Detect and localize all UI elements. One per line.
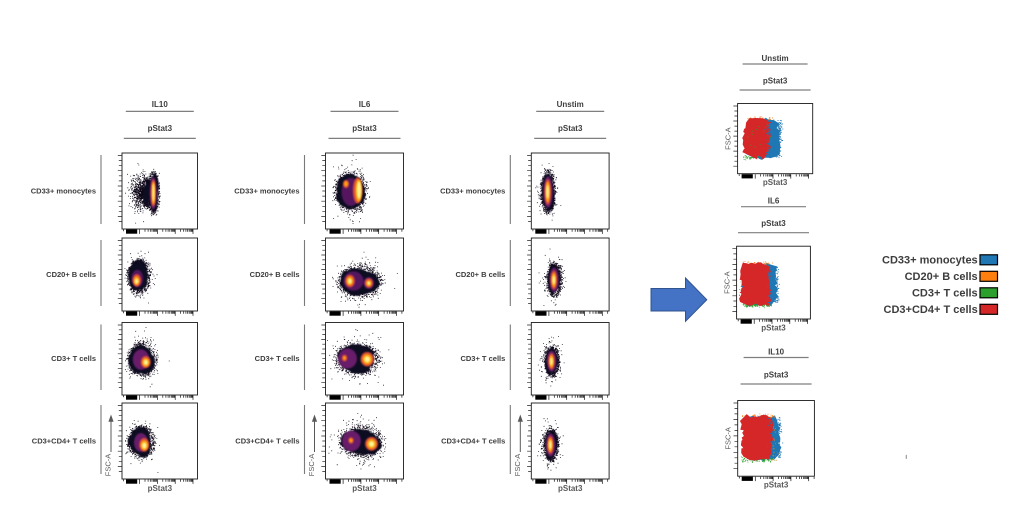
svg-text:pStat3: pStat3 xyxy=(352,124,377,133)
svg-text:pStat3: pStat3 xyxy=(352,484,377,493)
svg-text:CD3+CD4+ T cells: CD3+CD4+ T cells xyxy=(441,437,505,446)
svg-text:CD3+CD4+ T cells: CD3+CD4+ T cells xyxy=(235,437,299,446)
svg-text:CD3+CD4+ T cells: CD3+CD4+ T cells xyxy=(884,304,978,316)
svg-text:IL10: IL10 xyxy=(152,100,169,109)
svg-text:FSC-A: FSC-A xyxy=(724,127,733,150)
svg-text:Unstim: Unstim xyxy=(762,54,789,63)
svg-text:CD20+ B cells: CD20+ B cells xyxy=(455,270,505,279)
svg-text:CD20+ B cells: CD20+ B cells xyxy=(905,271,978,283)
svg-text:CD33+ monocytes: CD33+ monocytes xyxy=(882,255,978,267)
svg-text:pStat3: pStat3 xyxy=(761,219,786,228)
svg-text:FSC-A: FSC-A xyxy=(104,454,113,477)
svg-text:CD20+ B cells: CD20+ B cells xyxy=(46,270,96,279)
svg-text:CD3+ T cells: CD3+ T cells xyxy=(460,354,505,363)
svg-text:CD33+ monocytes: CD33+ monocytes xyxy=(440,187,505,196)
svg-text:pStat3: pStat3 xyxy=(764,481,789,490)
svg-text:CD20+ B cells: CD20+ B cells xyxy=(250,270,300,279)
svg-text:IL6: IL6 xyxy=(768,197,780,206)
svg-text:CD3+ T cells: CD3+ T cells xyxy=(912,288,978,300)
svg-text:FSC-A: FSC-A xyxy=(724,427,733,450)
svg-text:CD3+ T cells: CD3+ T cells xyxy=(51,354,96,363)
svg-text:IL10: IL10 xyxy=(768,348,785,357)
svg-text:FSC-A: FSC-A xyxy=(513,454,522,477)
svg-text:IL6: IL6 xyxy=(359,100,371,109)
svg-text:CD33+ monocytes: CD33+ monocytes xyxy=(234,187,299,196)
svg-text:FSC-A: FSC-A xyxy=(307,454,316,477)
svg-text:Unstim: Unstim xyxy=(557,100,584,109)
svg-text:FSC-A: FSC-A xyxy=(723,271,732,294)
svg-text:pStat3: pStat3 xyxy=(764,371,789,380)
svg-text:pStat3: pStat3 xyxy=(148,124,173,133)
svg-text:pStat3: pStat3 xyxy=(558,484,583,493)
svg-text:pStat3: pStat3 xyxy=(558,124,583,133)
svg-text:CD3+ T cells: CD3+ T cells xyxy=(255,354,300,363)
svg-text:pStat3: pStat3 xyxy=(763,178,788,187)
svg-text:CD33+ monocytes: CD33+ monocytes xyxy=(31,187,96,196)
svg-text:pStat3: pStat3 xyxy=(148,484,173,493)
svg-text:pStat3: pStat3 xyxy=(761,324,786,333)
svg-text:pStat3: pStat3 xyxy=(763,77,788,86)
svg-text:CD3+CD4+ T cells: CD3+CD4+ T cells xyxy=(32,437,96,446)
